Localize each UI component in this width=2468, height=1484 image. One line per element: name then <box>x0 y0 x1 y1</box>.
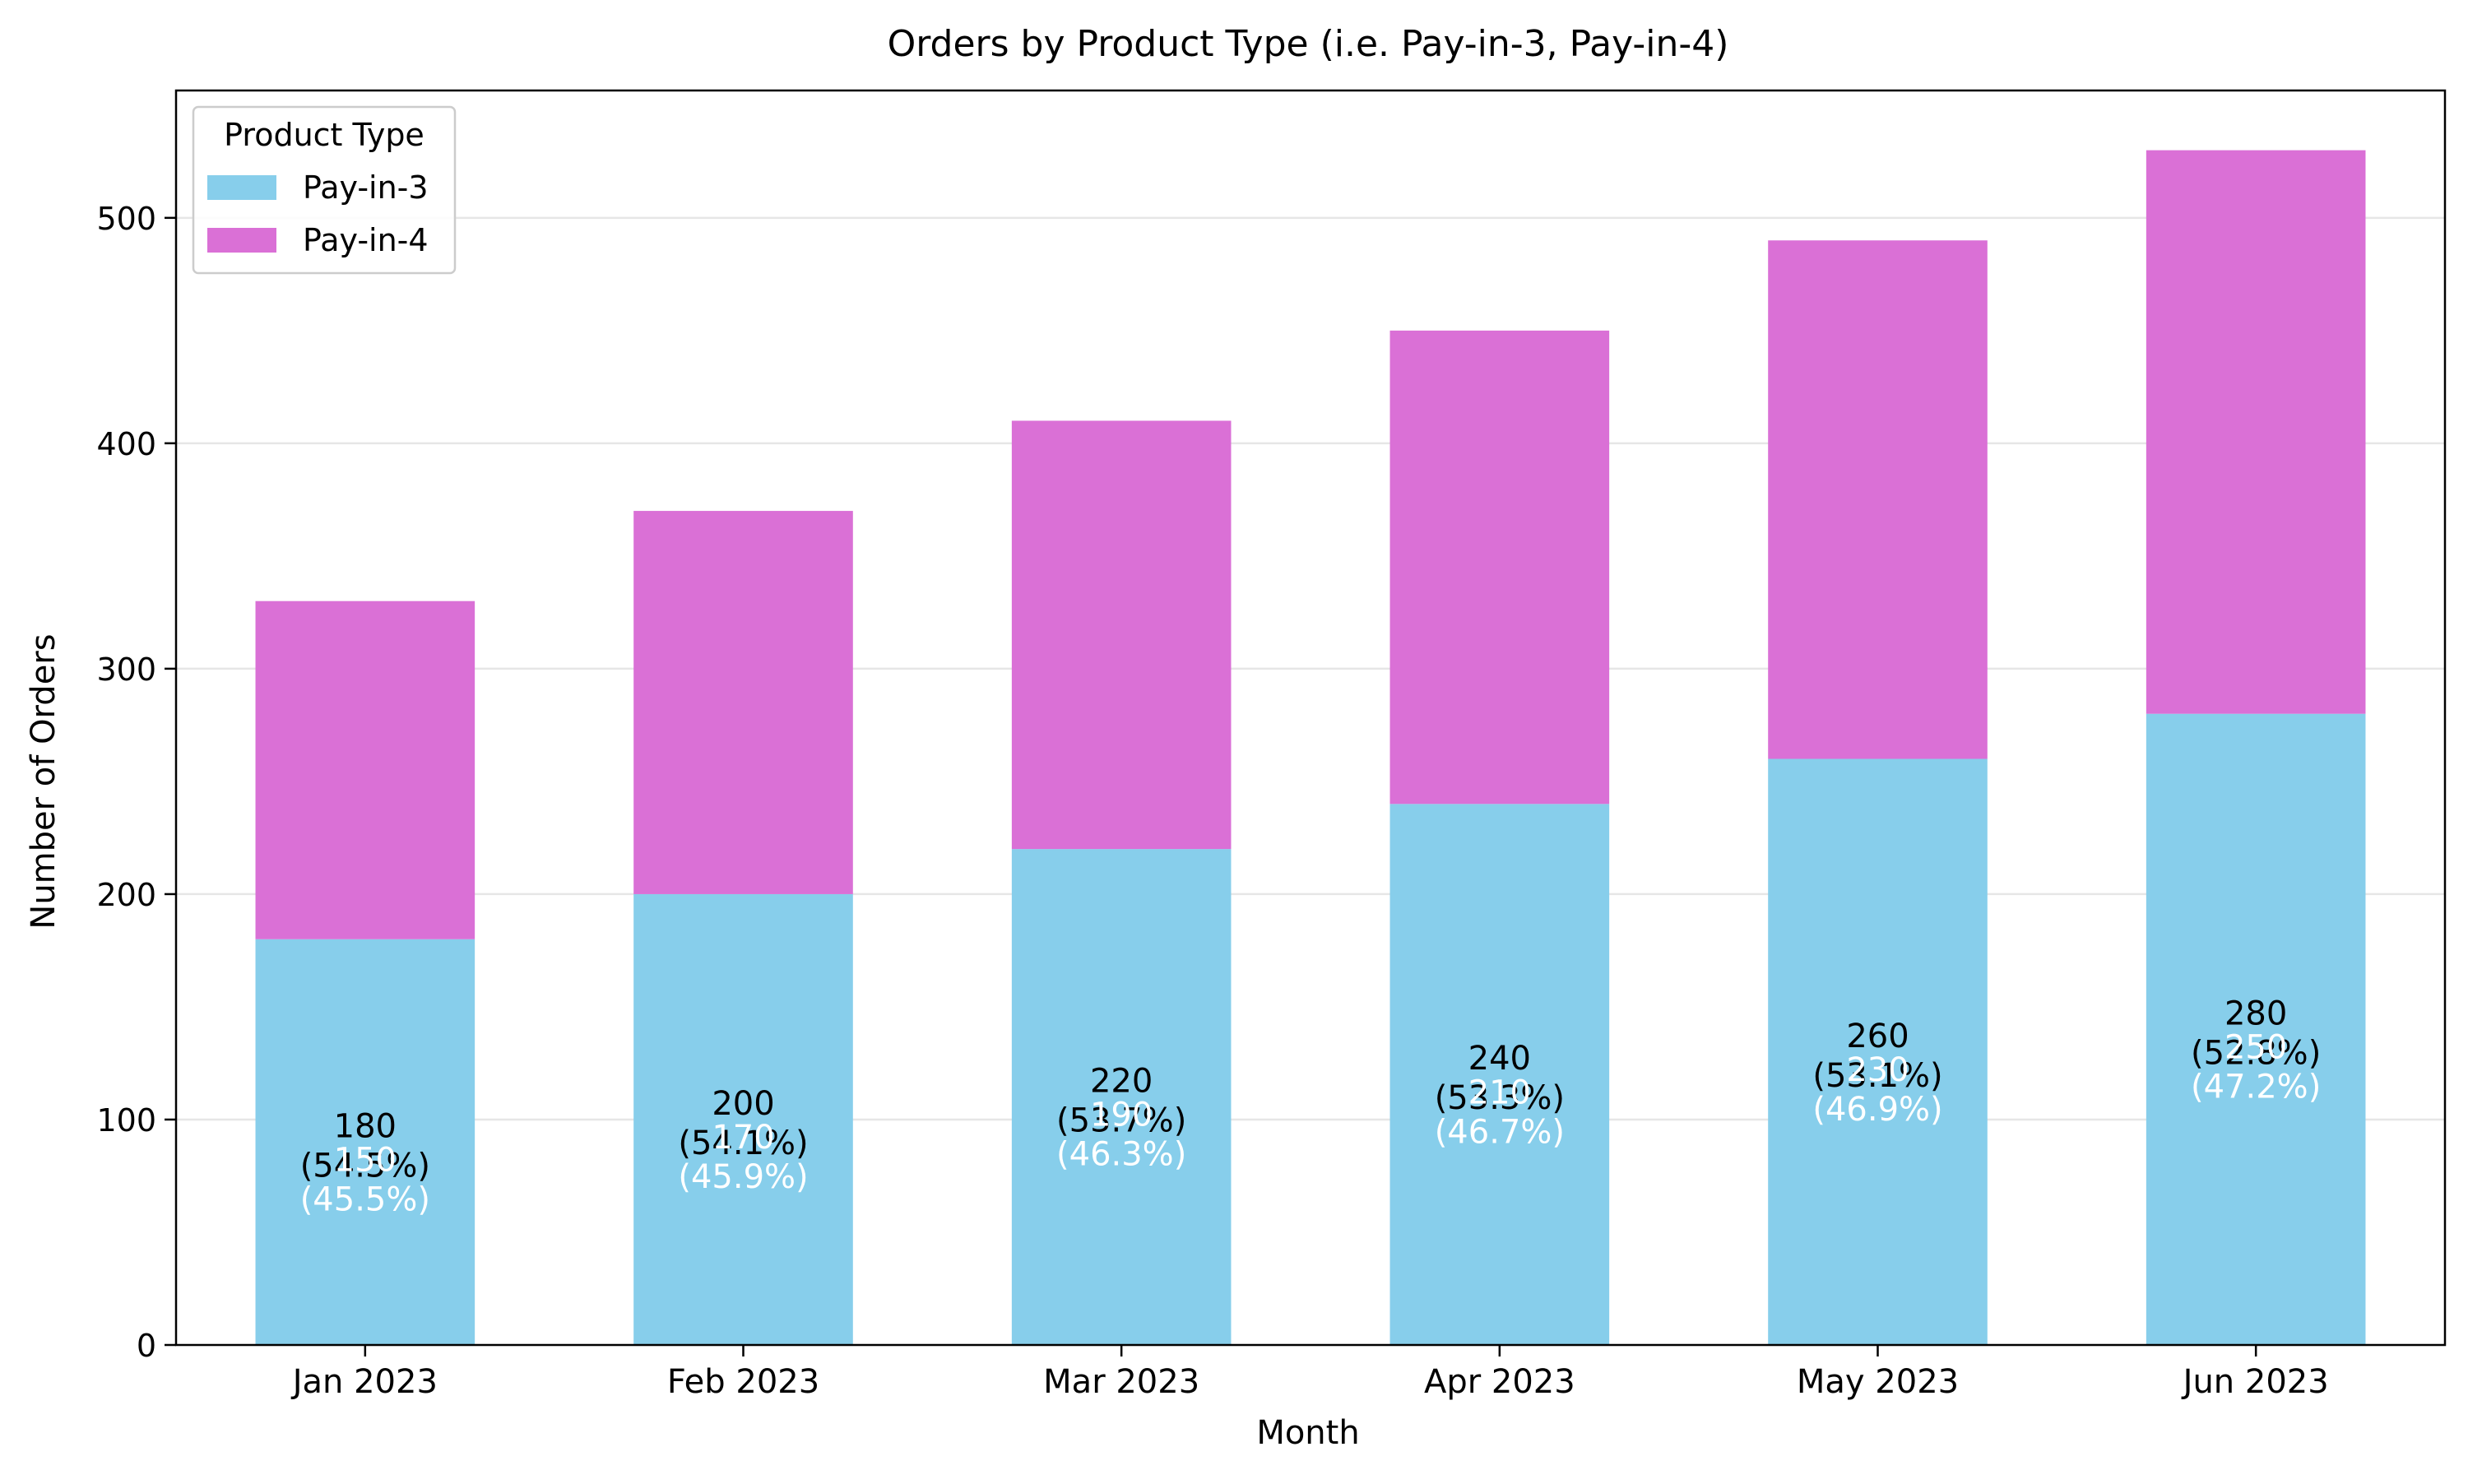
x-tick-label: May 2023 <box>1797 1363 1959 1401</box>
x-tick-label: Jun 2023 <box>2181 1363 2329 1401</box>
percent-label: (53.3%) <box>1435 1079 1565 1117</box>
x-tick-label: Feb 2023 <box>667 1363 819 1401</box>
value-label: 150 <box>334 1141 397 1179</box>
axes: 0 100 200 300 400 500 Jan 2023 Feb 2023 Mar 2023… <box>96 201 2328 1401</box>
x-tick-label: Mar 2023 <box>1043 1363 1199 1401</box>
y-tick-label: 400 <box>96 426 156 462</box>
bar-pay-in-4-apr-2023 <box>1389 330 1610 805</box>
percent-label: (52.8%) <box>2191 1034 2321 1072</box>
percent-label: (46.7%) <box>1435 1113 1565 1151</box>
legend-swatch-pay-in-4 <box>207 228 276 253</box>
bars <box>255 150 2366 1345</box>
bar-pay-in-4-jan-2023 <box>255 601 476 939</box>
percent-label: (53.7%) <box>1056 1102 1186 1140</box>
plot-frame <box>174 89 2447 1347</box>
value-label: 220 <box>1090 1063 1153 1101</box>
value-label: 190 <box>1090 1097 1153 1134</box>
bar-pay-in-4-feb-2023 <box>633 511 853 894</box>
chart-title: Orders by Product Type (i.e. Pay-in-3, P… <box>888 23 1729 65</box>
percent-label: (54.5%) <box>300 1147 430 1185</box>
legend-swatch-pay-in-3 <box>207 175 276 200</box>
legend-label-pay-in-4: Pay-in-4 <box>303 222 429 258</box>
legend-label-pay-in-3: Pay-in-3 <box>303 169 429 206</box>
percent-label: (46.9%) <box>1812 1091 1942 1129</box>
bar-pay-in-3-apr-2023 <box>1389 804 1610 1345</box>
x-axis-label: Month <box>1256 1414 1359 1452</box>
y-tick-label: 100 <box>96 1102 156 1139</box>
percent-label: (46.3%) <box>1056 1136 1186 1174</box>
percent-label: (53.1%) <box>1812 1057 1942 1095</box>
percent-label: (54.1%) <box>678 1125 808 1162</box>
value-label: 200 <box>712 1085 774 1123</box>
bar-pay-in-3-jan-2023 <box>255 939 476 1345</box>
y-tick-label: 500 <box>96 201 156 237</box>
bar-pay-in-4-jun-2023 <box>2146 150 2366 714</box>
value-label: 240 <box>1468 1040 1531 1078</box>
y-tick-label: 0 <box>137 1328 156 1364</box>
percent-label: (45.9%) <box>678 1158 808 1196</box>
grid-lines <box>176 216 2445 1121</box>
percent-label: (47.2%) <box>2191 1068 2321 1106</box>
bar-pay-in-3-mar-2023 <box>1011 849 1232 1345</box>
x-tick-label: Jan 2023 <box>290 1363 438 1401</box>
value-label: 250 <box>2224 1028 2287 1066</box>
legend-title: Product Type <box>224 117 424 153</box>
y-axis-label: Number of Orders <box>25 633 63 929</box>
y-tick-label: 200 <box>96 877 156 913</box>
y-tick-label: 300 <box>96 652 156 688</box>
legend: Product Type Pay-in-3 Pay-in-4 <box>192 105 457 275</box>
bar-value-labels: 180(54.5%)150(45.5%) 200(54.1%)170(45.9%)… <box>300 995 2322 1218</box>
bar-pay-in-3-may-2023 <box>1768 758 1988 1345</box>
bar-pay-in-3-jun-2023 <box>2146 713 2366 1345</box>
value-label: 280 <box>2224 995 2287 1032</box>
value-label: 210 <box>1468 1074 1531 1111</box>
bar-pay-in-3-feb-2023 <box>633 893 853 1345</box>
value-label: 230 <box>1846 1051 1909 1089</box>
value-label: 180 <box>334 1107 397 1145</box>
value-label: 170 <box>712 1119 774 1157</box>
percent-label: (45.5%) <box>300 1180 430 1218</box>
x-tick-label: Apr 2023 <box>1424 1363 1575 1401</box>
bar-pay-in-4-may-2023 <box>1768 240 1988 759</box>
bar-pay-in-4-mar-2023 <box>1011 420 1232 850</box>
value-label: 260 <box>1846 1018 1909 1055</box>
